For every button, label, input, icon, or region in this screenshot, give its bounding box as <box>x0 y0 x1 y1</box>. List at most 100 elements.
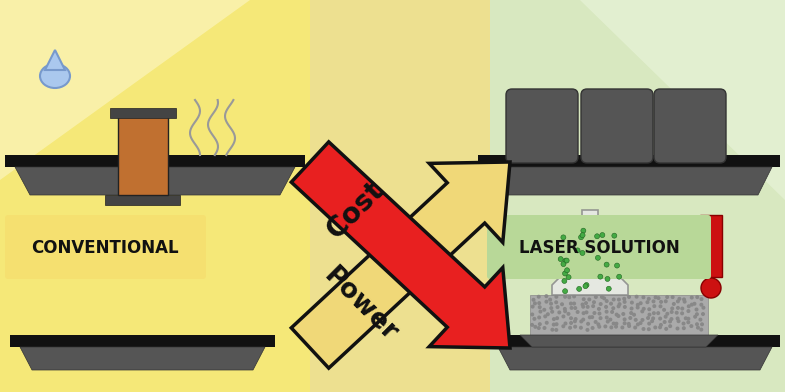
Circle shape <box>579 326 583 330</box>
Circle shape <box>561 314 565 318</box>
Circle shape <box>617 274 622 279</box>
Polygon shape <box>490 0 785 392</box>
Circle shape <box>532 317 536 321</box>
Circle shape <box>593 295 598 299</box>
Circle shape <box>689 324 693 328</box>
Circle shape <box>686 320 690 324</box>
Circle shape <box>641 295 645 299</box>
Circle shape <box>682 298 686 301</box>
Circle shape <box>623 318 626 321</box>
Circle shape <box>652 304 656 308</box>
Polygon shape <box>580 0 785 200</box>
Circle shape <box>590 326 594 330</box>
Polygon shape <box>20 347 265 370</box>
Circle shape <box>586 322 590 326</box>
Circle shape <box>680 311 684 315</box>
Circle shape <box>588 315 592 319</box>
Circle shape <box>620 325 624 329</box>
Polygon shape <box>15 167 295 195</box>
Polygon shape <box>552 210 628 295</box>
Circle shape <box>592 300 596 304</box>
Circle shape <box>575 248 580 253</box>
Circle shape <box>573 319 577 323</box>
Circle shape <box>533 325 537 329</box>
Circle shape <box>699 303 703 307</box>
Circle shape <box>652 311 655 315</box>
Circle shape <box>612 298 615 301</box>
Circle shape <box>630 301 634 305</box>
Circle shape <box>636 322 640 327</box>
Circle shape <box>656 296 660 300</box>
Circle shape <box>537 326 541 330</box>
Circle shape <box>695 312 699 316</box>
Circle shape <box>544 294 549 298</box>
Circle shape <box>583 284 588 289</box>
Circle shape <box>686 309 690 313</box>
Circle shape <box>537 301 541 305</box>
Circle shape <box>700 322 704 326</box>
Circle shape <box>636 305 640 309</box>
Circle shape <box>662 308 666 312</box>
Bar <box>5 155 305 167</box>
Circle shape <box>616 304 621 309</box>
Bar <box>490 335 780 347</box>
Circle shape <box>533 301 537 305</box>
Circle shape <box>659 300 663 304</box>
Circle shape <box>670 295 674 299</box>
Circle shape <box>670 310 674 314</box>
Circle shape <box>677 319 681 323</box>
Circle shape <box>702 306 706 310</box>
Circle shape <box>659 304 663 309</box>
Circle shape <box>537 316 541 319</box>
Circle shape <box>604 316 608 319</box>
Circle shape <box>604 305 608 309</box>
Circle shape <box>531 298 535 302</box>
Circle shape <box>642 307 646 311</box>
Circle shape <box>538 322 542 326</box>
Circle shape <box>600 232 605 238</box>
Circle shape <box>580 233 585 238</box>
Circle shape <box>586 305 590 309</box>
Circle shape <box>563 307 567 311</box>
FancyBboxPatch shape <box>487 215 711 279</box>
Circle shape <box>670 317 674 321</box>
Circle shape <box>672 302 676 306</box>
Circle shape <box>682 326 686 330</box>
Circle shape <box>606 286 612 291</box>
Circle shape <box>623 305 627 309</box>
Circle shape <box>568 295 571 299</box>
Circle shape <box>564 268 570 273</box>
Circle shape <box>676 327 680 330</box>
Circle shape <box>546 312 549 316</box>
Circle shape <box>564 258 569 263</box>
Circle shape <box>626 322 631 326</box>
FancyBboxPatch shape <box>5 215 206 279</box>
Text: Cost: Cost <box>320 176 389 244</box>
Circle shape <box>597 322 601 327</box>
Circle shape <box>554 322 559 326</box>
Circle shape <box>648 313 652 317</box>
Circle shape <box>598 316 603 320</box>
Circle shape <box>658 317 663 321</box>
Circle shape <box>690 303 694 307</box>
Polygon shape <box>486 167 772 195</box>
Circle shape <box>641 309 644 313</box>
Circle shape <box>639 301 643 305</box>
Circle shape <box>581 318 586 321</box>
Circle shape <box>663 320 666 324</box>
Bar <box>10 335 275 347</box>
Circle shape <box>552 317 556 321</box>
Circle shape <box>538 305 542 309</box>
Circle shape <box>550 306 553 310</box>
Circle shape <box>552 323 556 327</box>
Circle shape <box>582 297 586 301</box>
Circle shape <box>699 297 703 301</box>
Circle shape <box>676 306 680 310</box>
Circle shape <box>628 316 632 320</box>
Circle shape <box>692 302 696 306</box>
Circle shape <box>641 318 644 322</box>
Circle shape <box>597 312 601 316</box>
Circle shape <box>584 301 588 305</box>
Circle shape <box>654 295 658 299</box>
Circle shape <box>602 296 606 300</box>
